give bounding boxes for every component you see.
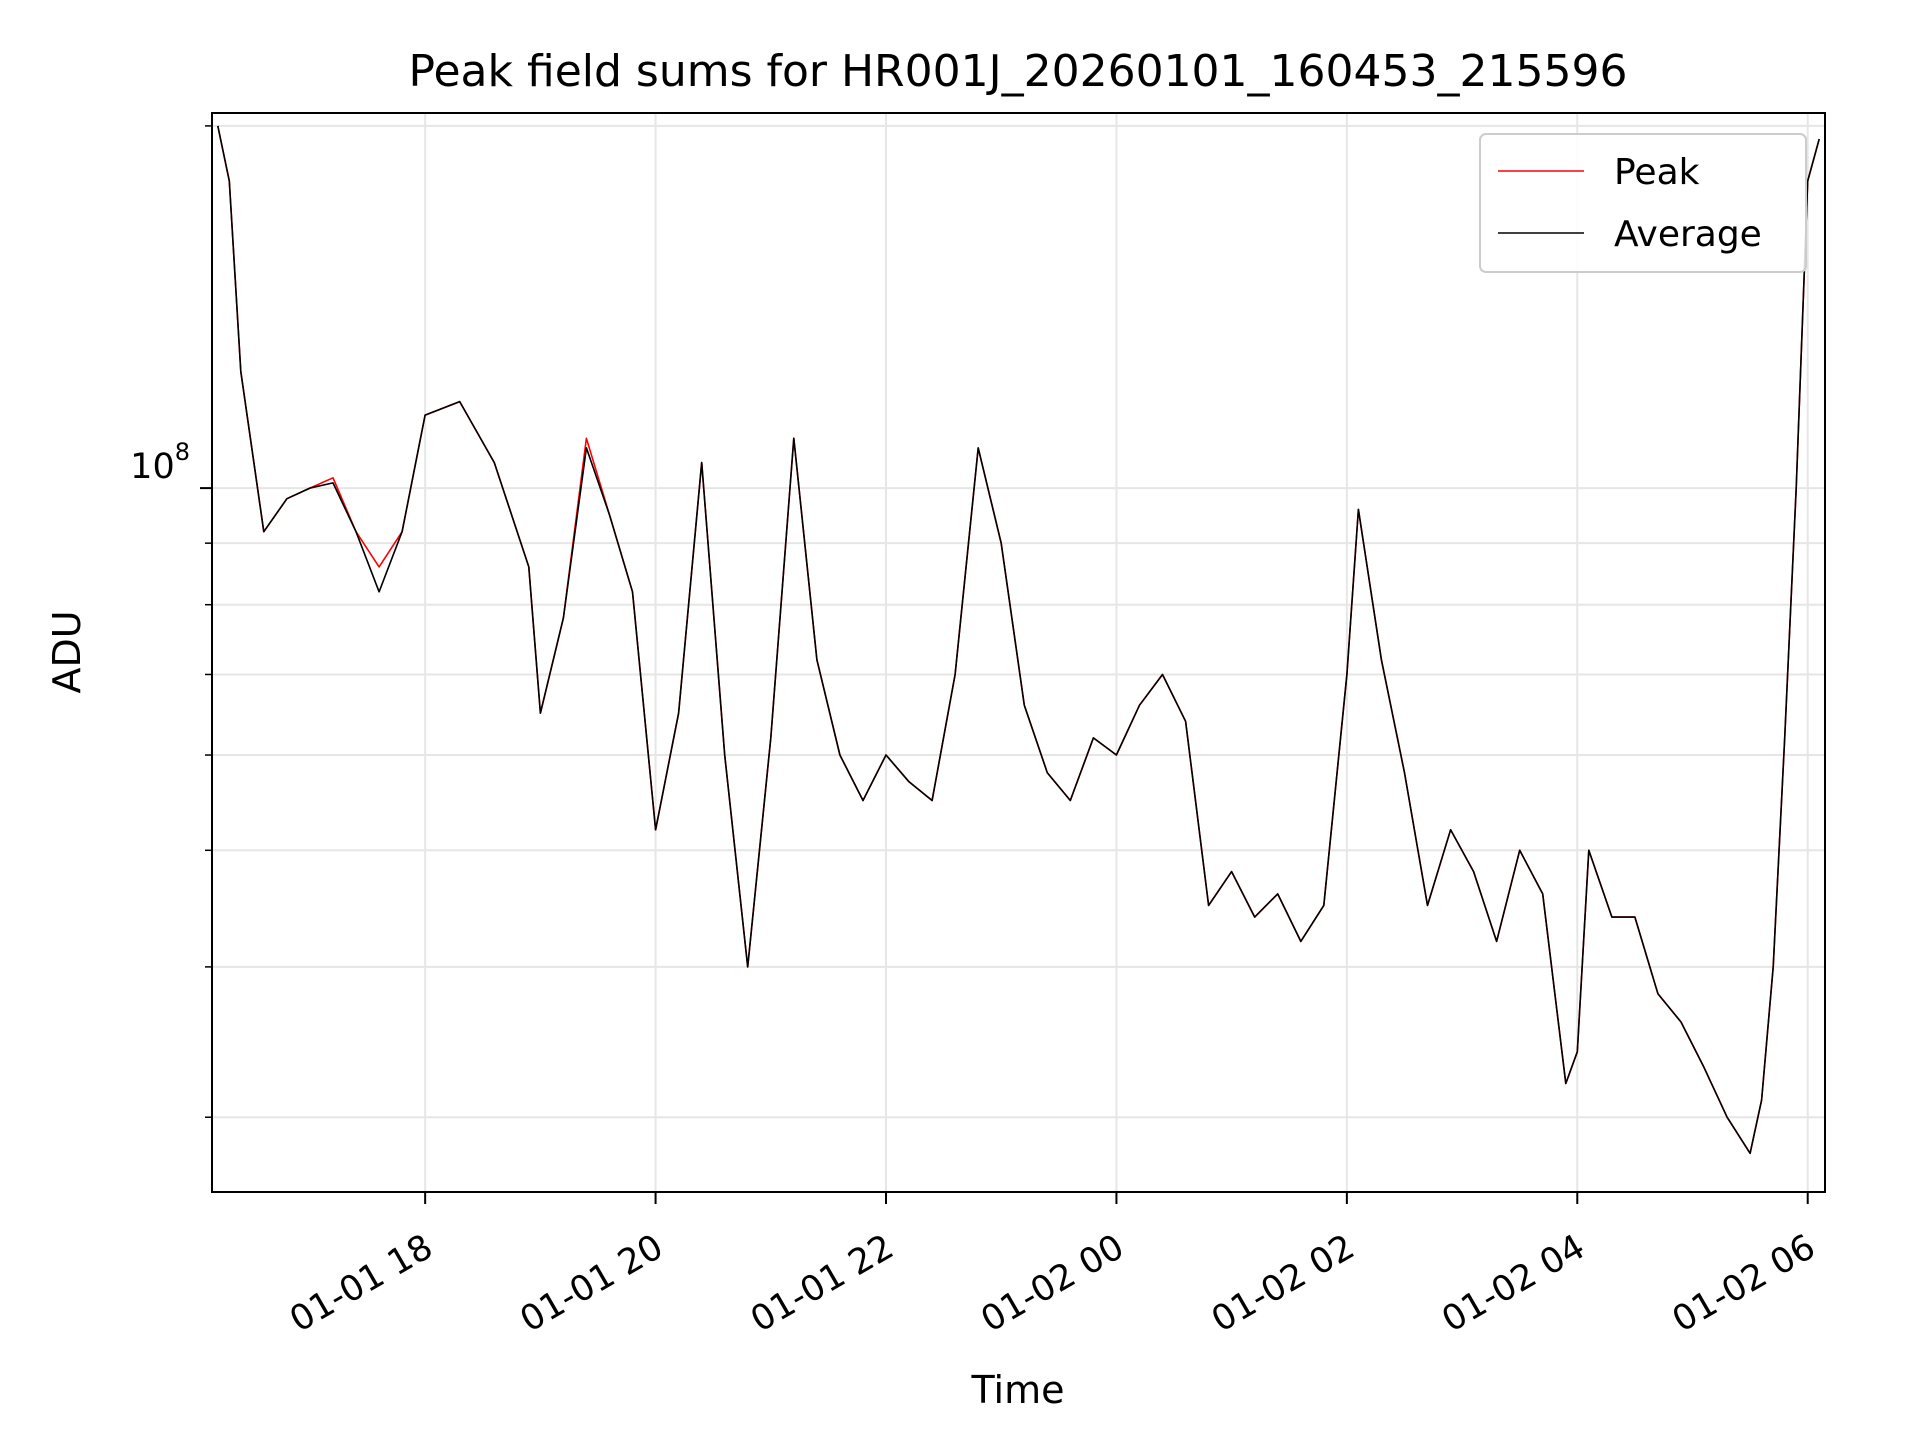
legend: Peak Average — [1479, 133, 1807, 273]
legend-label-average: Average — [1614, 214, 1762, 255]
y-axis-label: ADU — [45, 610, 89, 693]
legend-label-peak: Peak — [1614, 152, 1700, 193]
series-lines — [217, 125, 1820, 1155]
chart-title: Peak field sums for HR001J_20260101_1604… — [409, 46, 1628, 97]
legend-box — [1479, 133, 1807, 273]
y-tick-label: 108 — [130, 438, 190, 487]
series-line-average — [217, 125, 1820, 1155]
grid-lines — [212, 113, 1825, 1192]
x-axis-label: Time — [971, 1368, 1065, 1412]
plot-frame — [211, 112, 1826, 1193]
y-tick-base: 10 — [130, 447, 175, 487]
y-tick-exponent: 8 — [175, 438, 190, 466]
